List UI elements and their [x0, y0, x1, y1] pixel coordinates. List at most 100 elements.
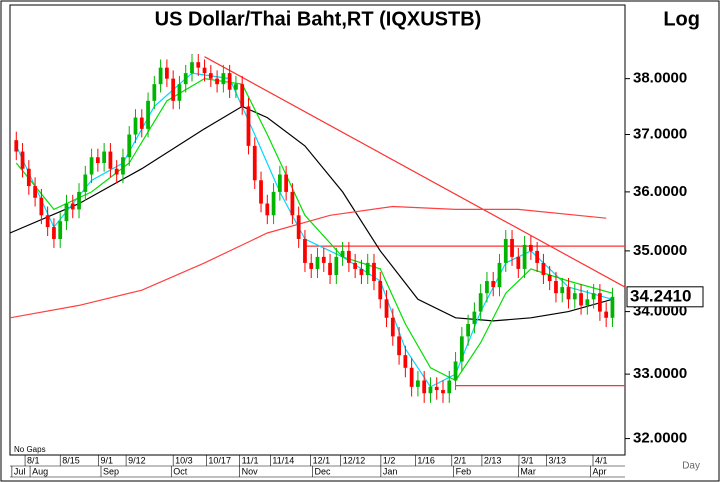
month-label: Oct	[173, 466, 188, 476]
month-label: Feb	[456, 466, 472, 476]
candle-body	[183, 73, 188, 85]
candle-body	[434, 386, 439, 391]
candle-body	[459, 336, 464, 362]
candle-body	[522, 244, 527, 269]
candle-body	[215, 78, 219, 85]
candle-body	[485, 281, 489, 294]
candle-body	[541, 262, 546, 275]
candle-body	[240, 84, 245, 107]
candle-body	[409, 367, 414, 387]
candle-body	[560, 287, 565, 294]
candle-body	[284, 174, 289, 192]
month-label: Nov	[242, 466, 259, 476]
x-tick-label: 9/12	[128, 455, 146, 465]
trendline	[204, 56, 625, 288]
last-price-box	[626, 286, 704, 308]
candle-body	[334, 256, 339, 275]
candle-body	[365, 262, 370, 275]
candle-body	[447, 380, 452, 394]
month-label: Jul	[14, 466, 26, 476]
candle-body	[566, 287, 571, 300]
candle-body	[83, 174, 88, 192]
candle-body	[315, 256, 320, 269]
candle-body	[177, 84, 182, 101]
candle-body	[234, 84, 238, 90]
candle-body	[52, 227, 56, 239]
candle-body	[165, 67, 169, 79]
candle-body	[127, 134, 132, 158]
moving-average	[10, 105, 613, 322]
candle-body	[271, 191, 276, 216]
candle-body	[95, 157, 100, 163]
candle-body	[45, 215, 50, 228]
candle-body	[102, 151, 107, 163]
candle-body	[89, 157, 94, 175]
candle-body	[227, 73, 232, 90]
candle-body	[491, 281, 496, 288]
x-tick-label: 8/1	[27, 455, 40, 465]
candle-body	[591, 293, 596, 300]
candle-body	[359, 268, 364, 275]
candle-body	[221, 73, 226, 85]
candle-body	[572, 293, 577, 300]
candle-body	[428, 386, 433, 394]
x-tick-label: 11/14	[272, 455, 294, 465]
candle-body	[202, 67, 207, 74]
note: No Gaps	[14, 445, 46, 454]
candle-body	[346, 250, 351, 263]
x-tick-label: 3/13	[549, 455, 567, 465]
candle-body	[296, 215, 301, 239]
candle-body	[14, 140, 19, 152]
x-unit: Day	[682, 461, 700, 472]
candle-body	[171, 78, 176, 101]
candle-body	[121, 157, 125, 175]
candle-body	[598, 293, 602, 312]
candle-body	[190, 62, 194, 74]
candle-body	[497, 262, 502, 288]
candle-body	[152, 84, 157, 101]
candle-body	[39, 197, 44, 216]
candle-body	[303, 238, 307, 263]
candle-body	[321, 256, 326, 263]
candle-body	[478, 293, 483, 312]
y-tick-label: 36.0000	[633, 183, 687, 200]
candle-body	[416, 380, 420, 387]
x-tick-label: 9/1	[100, 455, 113, 465]
candle-body	[390, 317, 395, 337]
candle-body	[77, 191, 81, 210]
month-label: Apr	[592, 466, 606, 476]
candle-body	[503, 238, 508, 263]
month-label: Aug	[32, 466, 48, 476]
y-tick-label: 35.0000	[633, 242, 687, 259]
x-tick-label: 12/1	[313, 455, 331, 465]
candle-body	[259, 180, 263, 204]
x-tick-label: 10/3	[175, 455, 193, 465]
candle-body	[441, 390, 445, 394]
candle-body	[196, 62, 201, 68]
month-label: Sep	[103, 466, 119, 476]
candle-body	[328, 262, 332, 275]
candle-body	[604, 311, 609, 318]
x-tick-label: 10/17	[208, 455, 231, 465]
candle-body	[384, 299, 389, 318]
candle-body	[277, 174, 282, 192]
candle-body	[353, 262, 358, 269]
y-tick-label: 37.0000	[633, 125, 687, 142]
candle-body	[547, 274, 552, 282]
candle-body	[340, 250, 345, 257]
candle-body	[208, 73, 213, 79]
candle-body	[158, 67, 163, 85]
y-tick-label: 33.0000	[633, 365, 687, 382]
candle-body	[20, 151, 25, 169]
candle-body	[146, 100, 150, 129]
candle-body	[535, 250, 540, 263]
candle-body	[528, 244, 533, 251]
candle-body	[246, 106, 251, 146]
month-label: Dec	[314, 466, 331, 476]
candle-body	[453, 361, 458, 381]
candle-body	[403, 355, 408, 368]
y-tick-label: 32.0000	[633, 430, 687, 447]
candle-body	[610, 296, 615, 318]
candle-body	[372, 262, 376, 282]
